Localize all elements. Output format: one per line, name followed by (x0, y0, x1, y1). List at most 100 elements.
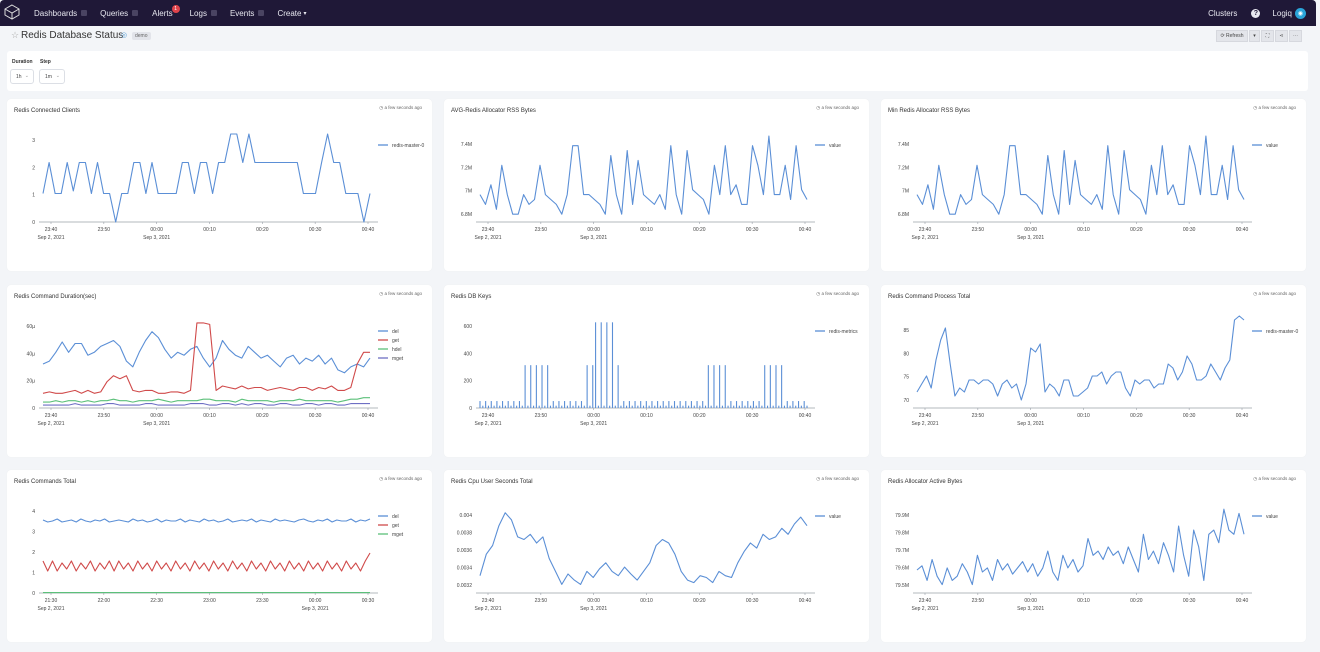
y-tick-label: 7M (465, 189, 472, 195)
panel-avg-redis-allocator-rss-bytes[interactable]: AVG-Redis Allocator RSS Bytes ◷ a few sec… (444, 99, 869, 271)
duration-select[interactable]: 1h ⌄ (10, 69, 34, 84)
legend-label[interactable]: mget (392, 532, 404, 538)
refresh-button[interactable]: ⟳ Refresh (1216, 30, 1248, 42)
x-tick-date: Sep 3, 2021 (580, 606, 607, 612)
y-tick-label: 0 (469, 406, 472, 412)
y-tick-label: 0 (32, 406, 35, 412)
x-tick-label: 00:10 (1077, 413, 1090, 419)
x-tick-label: 00:00 (587, 413, 600, 419)
x-tick-label: 23:50 (98, 227, 111, 233)
legend-label[interactable]: redis-metrics (829, 329, 858, 335)
more-options-icon[interactable]: ⋯ (1289, 30, 1302, 42)
x-tick-label: 00:00 (1024, 227, 1037, 233)
updated-timestamp: ◷ a few seconds ago (379, 105, 422, 110)
x-tick-date: Sep 3, 2021 (1017, 606, 1044, 612)
chevron-down-icon[interactable] (210, 10, 217, 16)
panel-redis-command-process-total[interactable]: Redis Command Process Total ◷ a few secon… (881, 285, 1306, 457)
x-tick-label: 23:00 (203, 598, 216, 604)
nav-create-label: Create (277, 8, 302, 18)
series-line-del (42, 331, 371, 374)
clusters-link[interactable]: Clusters (1208, 8, 1238, 18)
share-icon[interactable]: ⋖ (1275, 30, 1288, 42)
nav-logs-label: Logs (189, 8, 207, 18)
chevron-down-icon[interactable] (81, 10, 88, 16)
logiq-logo-icon[interactable] (4, 4, 20, 20)
legend-label[interactable]: redis-master-0 (392, 143, 424, 149)
panel-redis-commands-total[interactable]: Redis Commands Total ◷ a few seconds ago 0… (7, 470, 432, 642)
panel-min-redis-allocator-rss-bytes[interactable]: Min Redis Allocator RSS Bytes ◷ a few sec… (881, 99, 1306, 271)
panel-redis-db-keys[interactable]: Redis DB Keys ◷ a few seconds ago 0 200 400 6… (444, 285, 869, 457)
y-tick-label: 6.8M (898, 212, 909, 218)
step-select[interactable]: 1m ⌄ (39, 69, 65, 84)
favorite-star-icon[interactable]: ☆ (11, 30, 20, 40)
refresh-dropdown-button[interactable]: ▾ (1249, 30, 1260, 42)
nav-dashboards[interactable]: Dashboards (34, 9, 88, 18)
y-tick-label: 1 (32, 571, 35, 577)
dashboard-tag[interactable]: demo (132, 32, 151, 40)
legend-label[interactable]: get (392, 338, 400, 344)
x-tick-date: Sep 2, 2021 (912, 421, 939, 427)
y-tick-label: 6.8M (461, 212, 472, 218)
x-tick-date: Sep 3, 2021 (143, 235, 170, 241)
series-line-hdel (43, 397, 370, 403)
updated-timestamp: ◷ a few seconds ago (816, 291, 859, 296)
step-label: Step (40, 59, 51, 65)
x-tick-label: 00:10 (640, 413, 653, 419)
y-tick-label: 75 (903, 375, 909, 381)
top-nav-bar: Dashboards Queries Alerts 1 Logs Events C… (0, 0, 1316, 26)
panel-redis-command-duration-sec[interactable]: Redis Command Duration(sec) ◷ a few secon… (7, 285, 432, 457)
legend-label[interactable]: hdel (392, 347, 401, 353)
x-tick-date: Sep 2, 2021 (475, 235, 502, 241)
nav-queries[interactable]: Queries (100, 9, 139, 18)
nav-events[interactable]: Events (230, 9, 265, 18)
chevron-down-icon[interactable] (132, 10, 139, 16)
user-menu[interactable]: Logiq (1272, 8, 1292, 18)
y-tick-label: 0 (32, 591, 35, 597)
nav-logs[interactable]: Logs (190, 9, 217, 18)
panel-redis-connected-clients[interactable]: Redis Connected Clients ◷ a few seconds a… (7, 99, 432, 271)
x-tick-label: 00:30 (309, 227, 322, 233)
legend-label[interactable]: del (392, 514, 399, 520)
x-tick-label: 00:30 (1183, 227, 1196, 233)
panel-redis-cpu-user-seconds-total[interactable]: Redis Cpu User Seconds Total ◷ a few seco… (444, 470, 869, 642)
x-tick-date: Sep 2, 2021 (38, 235, 65, 241)
legend-label[interactable]: value (829, 514, 841, 520)
chart-svg: 0 200 400 600 23:40 Sep 2, 2021 23:50 00:00 Sep … (464, 322, 858, 427)
avatar[interactable]: ◉ (1295, 7, 1306, 19)
x-tick-label: 23:50 (972, 413, 985, 419)
y-tick-label: 1 (32, 193, 35, 199)
page-title: Redis Database Status (21, 30, 124, 41)
legend-label[interactable]: value (829, 143, 841, 149)
panel-title: Redis DB Keys (451, 294, 492, 300)
series-line-redis-master-0 (42, 133, 371, 223)
legend-label[interactable]: del (392, 329, 399, 335)
x-tick-date: Sep 3, 2021 (143, 421, 170, 427)
nav-create[interactable]: Create ▾ (277, 9, 306, 18)
x-tick-label: 00:40 (362, 413, 375, 419)
panel-title: AVG-Redis Allocator RSS Bytes (451, 108, 536, 114)
x-tick-label: 00:10 (640, 227, 653, 233)
panel-redis-allocator-active-bytes[interactable]: Redis Allocator Active Bytes ◷ a few seco… (881, 470, 1306, 642)
legend-label[interactable]: mget (392, 356, 404, 362)
x-tick-date: Sep 3, 2021 (1017, 421, 1044, 427)
x-tick-label: 00:20 (1130, 413, 1143, 419)
legend-label[interactable]: get (392, 523, 400, 529)
fullscreen-icon[interactable]: ⛶ (1261, 30, 1274, 42)
nav-alerts[interactable]: Alerts 1 (152, 5, 180, 18)
x-tick-label: 00:20 (1130, 227, 1143, 233)
updated-timestamp: ◷ a few seconds ago (816, 476, 859, 481)
x-tick-label: 00:10 (203, 227, 216, 233)
visibility-icon: ◎ (121, 32, 128, 39)
chevron-down-icon[interactable] (258, 10, 265, 16)
legend-label[interactable]: value (1266, 143, 1278, 149)
x-tick-label: 00:30 (1183, 598, 1196, 604)
x-tick-label: 00:40 (1236, 598, 1249, 604)
x-tick-label: 00:20 (1130, 598, 1143, 604)
legend-label[interactable]: redis-master-0 (1266, 329, 1298, 335)
chart-svg: 0 1 2 3 23:40 Sep 2, 2021 23:50 00:00 Sep 3, 202… (32, 133, 424, 241)
duration-label: Duration (12, 59, 33, 65)
help-icon[interactable]: ? (1251, 8, 1261, 18)
legend-label[interactable]: value (1266, 514, 1278, 520)
x-tick-label: 00:30 (746, 227, 759, 233)
series-line-del (42, 518, 371, 523)
